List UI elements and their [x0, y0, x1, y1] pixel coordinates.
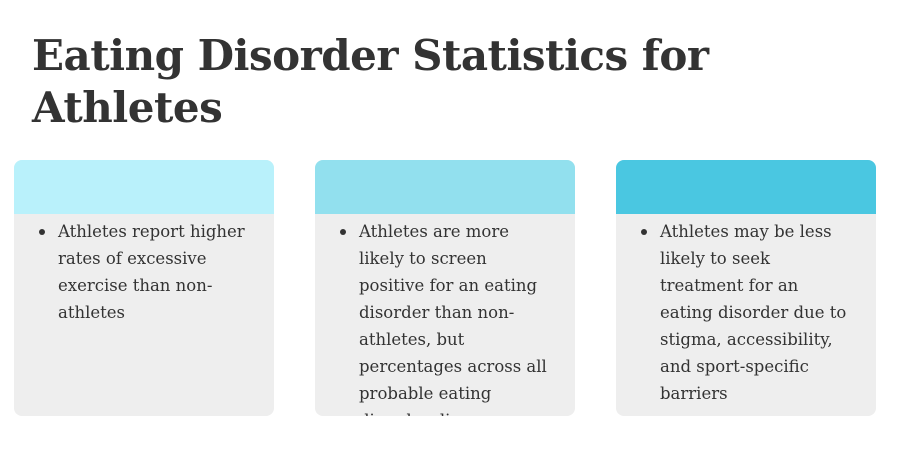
- card-header-band: [616, 160, 876, 214]
- card-body: Athletes may be less likely to seek trea…: [616, 214, 876, 407]
- card-bullet-list: Athletes are more likely to screen posit…: [335, 218, 555, 416]
- page-title: Eating Disorder Statistics for Athletes: [32, 31, 709, 132]
- stat-card-excessive-exercise: Athletes report higher rates of excessiv…: [14, 160, 274, 416]
- stat-card-screen-positive: Athletes are more likely to screen posit…: [315, 160, 575, 416]
- card-bullet-list: Athletes report higher rates of excessiv…: [34, 218, 254, 326]
- stat-card-treatment-barriers: Athletes may be less likely to seek trea…: [616, 160, 876, 416]
- card-body: Athletes report higher rates of excessiv…: [14, 214, 274, 326]
- card-bullet-text: Athletes are more likely to screen posit…: [340, 218, 555, 416]
- card-header-band: [14, 160, 274, 214]
- card-bullet-text: Athletes report higher rates of excessiv…: [39, 218, 254, 326]
- card-bullet-text: Athletes may be less likely to seek trea…: [641, 218, 856, 407]
- card-bullet-list: Athletes may be less likely to seek trea…: [636, 218, 856, 407]
- card-header-band: [315, 160, 575, 214]
- card-body: Athletes are more likely to screen posit…: [315, 214, 575, 416]
